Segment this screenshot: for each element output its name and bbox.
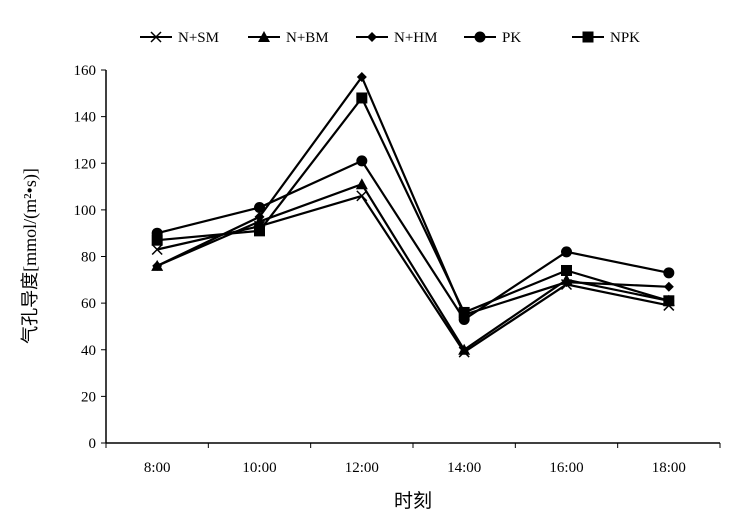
legend-label: N+BM xyxy=(286,30,329,46)
series-line xyxy=(156,182,670,352)
diamond-marker xyxy=(561,277,572,288)
triangle-marker xyxy=(355,178,368,190)
circle-marker xyxy=(254,202,265,214)
legend-item: NPK xyxy=(572,30,640,46)
triangle-marker xyxy=(458,343,471,355)
diamond-marker xyxy=(367,32,377,42)
y-tick-label: 20 xyxy=(81,389,96,405)
legend-item: N+HM xyxy=(356,30,437,46)
x-marker xyxy=(356,190,368,202)
circle-marker xyxy=(663,267,675,279)
y-tick-label: 0 xyxy=(89,436,97,452)
axes: 0 20 40 60 80 100 120 140 160 8:00 10:00 12:00 14:00… xyxy=(74,63,721,476)
y-tick-label: 120 xyxy=(74,156,97,172)
x-tick-label: 16:00 xyxy=(549,460,583,476)
legend-label: N+SM xyxy=(178,30,219,46)
y-tick-label: 40 xyxy=(81,343,96,359)
x-tick-label: 10:00 xyxy=(242,460,276,476)
legend-label: NPK xyxy=(610,30,640,46)
series-line xyxy=(156,74,669,317)
circle-marker xyxy=(474,31,486,43)
plot-area xyxy=(151,71,675,358)
legend-label: PK xyxy=(502,30,521,46)
series-npk xyxy=(151,92,675,318)
diamond-marker xyxy=(663,281,674,292)
series-pk xyxy=(151,155,675,325)
legend: N+SM N+BM N+HM PK NPK xyxy=(140,30,640,46)
square-marker xyxy=(458,306,470,318)
series-line xyxy=(156,194,670,354)
x-marker xyxy=(151,243,163,256)
square-marker xyxy=(561,264,572,276)
circle-marker xyxy=(561,246,572,258)
y-tick-label: 140 xyxy=(74,110,97,126)
y-axis-label: 气孔导度[mmol/(m²•s)] xyxy=(20,168,41,344)
series-line xyxy=(157,95,670,314)
circle-marker xyxy=(356,155,368,167)
x-axis-label: 时刻 xyxy=(394,490,432,512)
legend-item: N+SM xyxy=(140,30,219,46)
diamond-marker xyxy=(356,71,367,82)
y-tick-label: 160 xyxy=(74,63,97,79)
square-marker xyxy=(254,225,265,237)
legend-item: PK xyxy=(464,30,521,46)
series-line xyxy=(156,159,670,321)
x-tick-label: 12:00 xyxy=(345,460,379,476)
legend-item: N+BM xyxy=(248,30,329,46)
square-marker xyxy=(356,92,368,104)
x-marker xyxy=(150,31,162,43)
x-tick-label: 8:00 xyxy=(144,460,171,476)
square-marker xyxy=(151,234,163,246)
x-tick-label: 14:00 xyxy=(447,460,481,476)
square-marker xyxy=(663,295,675,307)
y-tick-label: 100 xyxy=(74,203,97,219)
series-n-hm xyxy=(152,71,674,320)
triangle-marker xyxy=(258,31,270,42)
diamond-marker xyxy=(152,260,163,271)
y-tick-label: 80 xyxy=(81,250,96,266)
x-tick-label: 18:00 xyxy=(652,460,686,476)
y-tick-label: 60 xyxy=(81,296,96,312)
square-marker xyxy=(582,31,594,43)
legend-label: N+HM xyxy=(394,30,437,46)
diamond-marker xyxy=(254,211,265,222)
